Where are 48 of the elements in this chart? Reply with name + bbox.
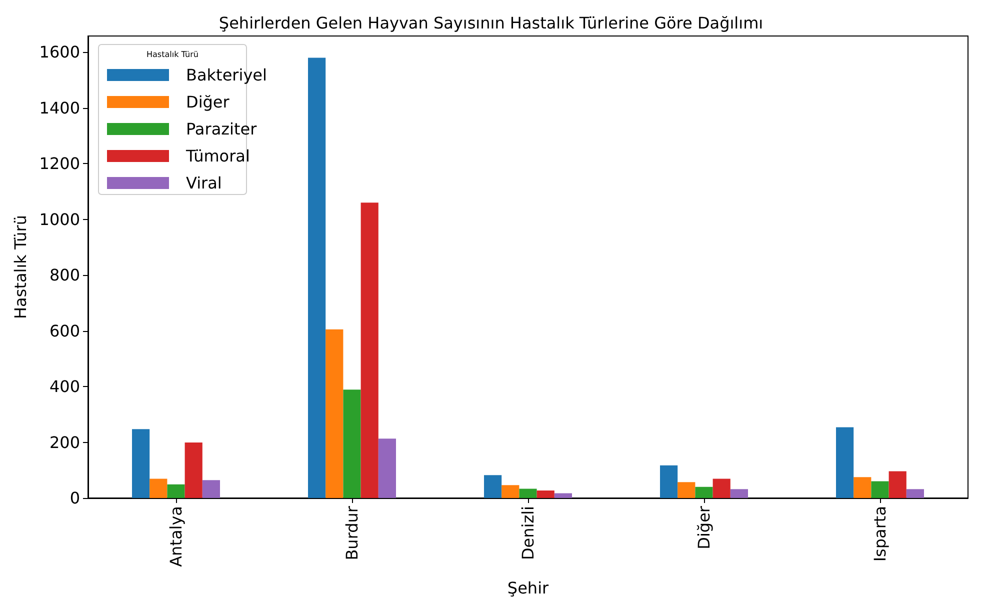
bar — [326, 329, 344, 498]
x-tick-label: Isparta — [870, 506, 890, 562]
legend-label: Tümoral — [185, 146, 250, 166]
bar — [712, 478, 730, 498]
y-tick-label: 400 — [49, 377, 80, 396]
bar — [888, 471, 906, 498]
bar — [660, 465, 678, 498]
legend-label: Diğer — [186, 92, 230, 112]
x-tick-label: Antalya — [166, 506, 186, 567]
bar — [554, 493, 572, 498]
bar — [484, 475, 502, 498]
y-tick-label: 1400 — [39, 98, 80, 118]
bar — [360, 202, 378, 498]
y-tick-label: 0 — [70, 488, 80, 508]
legend-label: Paraziter — [186, 120, 258, 138]
bar — [695, 486, 713, 498]
bar — [536, 490, 554, 498]
y-tick-label: 1200 — [39, 154, 80, 174]
bar — [150, 478, 168, 498]
bar — [502, 485, 520, 498]
y-tick-label: 1600 — [39, 42, 80, 62]
bar — [519, 488, 537, 498]
legend-title: Hastalık Türü — [146, 50, 198, 59]
y-tick-label: 1000 — [39, 210, 80, 229]
bar — [167, 484, 185, 498]
bar — [730, 489, 748, 498]
bar — [871, 481, 889, 498]
bar — [378, 438, 396, 498]
legend-label: Viral — [186, 174, 222, 192]
y-tick-label: 800 — [49, 266, 80, 285]
bar — [906, 489, 924, 498]
bar — [184, 442, 202, 498]
x-tick-label: Diğer — [694, 506, 714, 550]
bar — [132, 429, 150, 498]
bar — [854, 477, 872, 498]
x-tick-label: Denizli — [518, 506, 538, 560]
y-tick-label: 200 — [49, 432, 80, 452]
bar — [202, 480, 220, 498]
bar — [678, 482, 696, 498]
bar — [343, 390, 361, 498]
y-axis-title: Hastalık Türü — [10, 215, 30, 319]
legend-label: Bakteriyel — [186, 66, 267, 84]
bar — [308, 58, 326, 498]
y-tick-label: 600 — [49, 321, 80, 340]
x-axis-title: Şehir — [507, 578, 549, 598]
bar — [836, 427, 854, 498]
x-tick-label: Burdur — [342, 506, 362, 560]
chart-title: Şehirlerden Gelen Hayvan Sayısının Hastalık Türlerine Göre Dağılımı — [218, 14, 764, 32]
